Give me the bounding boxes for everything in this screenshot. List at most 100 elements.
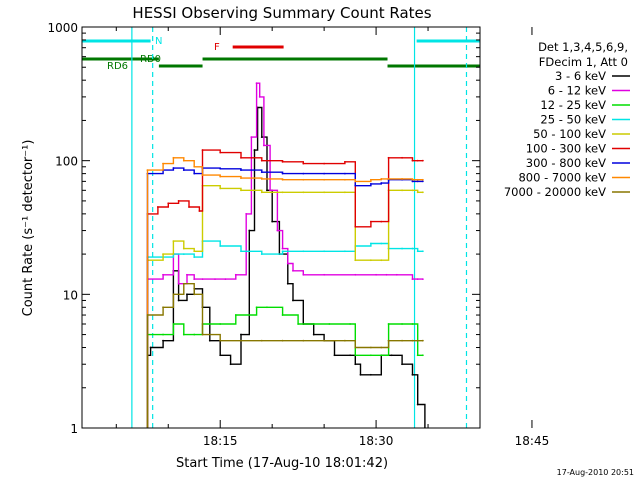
data-point — [395, 273, 398, 276]
data-point — [193, 293, 196, 296]
timestamp: 17-Aug-2010 20:51 — [556, 468, 634, 477]
data-point — [172, 323, 175, 325]
data-point — [281, 247, 284, 250]
data-point — [344, 172, 346, 175]
data-point — [302, 178, 305, 181]
data-point — [177, 200, 180, 202]
y-axis-label: Count Rate (s⁻¹ detector⁻¹) — [21, 140, 36, 317]
data-point — [182, 333, 185, 336]
data-point — [266, 189, 268, 192]
data-point — [344, 339, 346, 342]
data-point — [323, 339, 326, 342]
data-point — [260, 159, 263, 162]
data-point — [219, 167, 222, 170]
data-point — [193, 250, 196, 253]
y-tick-label: 10 — [63, 288, 78, 302]
data-point — [234, 314, 237, 316]
legend-label: 12 - 25 keV — [540, 98, 606, 112]
data-point — [369, 259, 372, 262]
data-point — [387, 339, 390, 342]
data-point — [302, 191, 305, 194]
legend-label: 6 - 12 keV — [548, 84, 606, 98]
legend-header: Det 1,3,4,5,6,9, — [538, 40, 628, 54]
data-point — [302, 273, 305, 276]
data-point — [387, 323, 390, 325]
data-point — [162, 253, 164, 255]
data-point — [201, 333, 204, 336]
data-point — [333, 354, 336, 357]
data-point — [281, 160, 284, 163]
data-point — [146, 169, 149, 172]
flag-label-f: F — [214, 42, 220, 53]
data-point — [328, 323, 331, 325]
data-point — [240, 169, 242, 172]
data-point — [380, 182, 383, 184]
legend-label: 50 - 100 keV — [533, 127, 606, 141]
data-point — [193, 256, 196, 258]
data-point — [416, 354, 419, 357]
data-point — [172, 156, 175, 159]
flag-label-rd6: RD6 — [107, 61, 128, 72]
data-point — [182, 247, 185, 250]
data-point — [177, 282, 180, 285]
data-point — [182, 253, 185, 255]
data-point — [354, 346, 357, 349]
data-point — [260, 339, 263, 342]
data-point — [260, 171, 263, 174]
data-point — [219, 175, 222, 178]
x-tick-label: 18:15 — [203, 434, 238, 448]
data-point — [416, 159, 419, 162]
data-point — [262, 144, 265, 147]
data-point — [182, 159, 185, 162]
data-point — [219, 339, 222, 342]
data-point — [354, 184, 357, 187]
data-point — [266, 306, 268, 309]
data-point — [380, 220, 383, 223]
x-tick-label: 18:30 — [359, 434, 394, 448]
data-point — [219, 187, 222, 190]
plot-frame — [81, 26, 481, 429]
series-line-7000-20000-kev — [146, 283, 423, 428]
data-point — [349, 323, 352, 325]
data-point — [193, 278, 196, 281]
data-point — [240, 156, 242, 159]
data-point — [208, 339, 211, 342]
data-point — [219, 323, 222, 325]
y-tick-label: 1000 — [47, 21, 78, 35]
legend: Det 1,3,4,5,6,9,FDecim 1, Att 03 - 6 keV… — [504, 40, 630, 199]
data-point — [276, 229, 279, 232]
data-point — [323, 162, 326, 165]
data-point — [281, 250, 284, 253]
flag-label-n: N — [155, 36, 162, 47]
data-point — [421, 159, 424, 162]
data-point — [255, 306, 258, 309]
data-point — [162, 333, 164, 336]
data-point — [354, 180, 357, 183]
data-point — [369, 373, 372, 376]
data-point — [416, 180, 419, 183]
data-point — [344, 250, 346, 253]
data-point — [416, 178, 419, 181]
data-point — [323, 273, 326, 276]
data-point — [240, 339, 242, 342]
data-point — [369, 220, 372, 223]
data-point — [302, 162, 305, 165]
data-point — [323, 178, 326, 181]
y-tick-label: 100 — [55, 155, 78, 169]
data-point — [281, 191, 284, 194]
legend-label: 25 - 50 keV — [540, 113, 606, 127]
x-tick-label: 18:45 — [515, 434, 550, 448]
chart-title: HESSI Observing Summary Count Rates — [132, 4, 431, 22]
x-axis-label: Start Time (17-Aug-10 18:01:42) — [176, 456, 388, 471]
data-point — [186, 293, 188, 296]
data-point — [411, 373, 414, 376]
legend-label: 800 - 7000 keV — [518, 171, 606, 185]
data-point — [369, 354, 372, 357]
data-point — [258, 95, 261, 98]
data-point — [380, 354, 383, 357]
series-line-300-800-kev — [146, 167, 423, 428]
data-point — [162, 162, 164, 165]
data-point — [286, 282, 289, 285]
